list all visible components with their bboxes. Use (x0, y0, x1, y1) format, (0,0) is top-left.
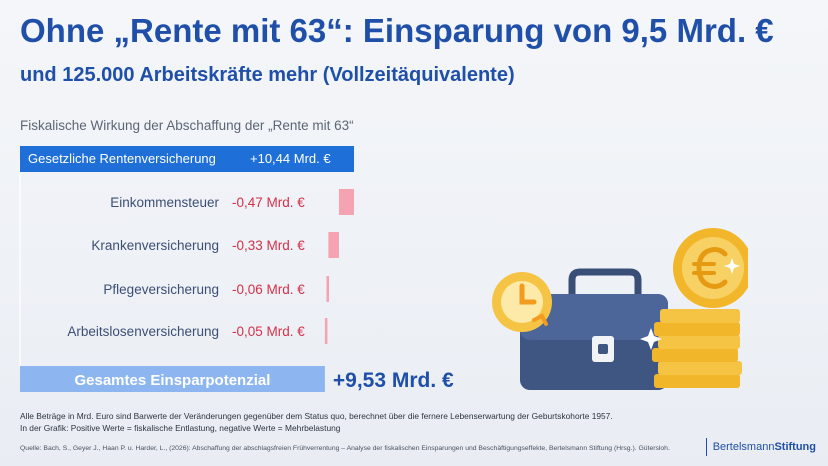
total-value-label: +9,53 Mrd. € (333, 369, 454, 392)
category-label-3: Pflegeversicherung (103, 282, 219, 297)
value-label-0: +10,44 Mrd. € (250, 151, 331, 166)
illustration (492, 228, 748, 390)
bar-1 (338, 189, 354, 215)
briefcase-icon (520, 268, 668, 390)
page-subtitle: und 125.000 Arbeitskräfte mehr (Vollzeit… (20, 64, 515, 86)
coin-stack-icon (652, 309, 742, 388)
source-note: Quelle: Bach, S., Geyer J., Haan P. u. H… (20, 445, 670, 452)
value-label-1: -0,47 Mrd. € (232, 195, 305, 210)
page-title: Ohne „Rente mit 63“: Einsparung von 9,5 … (20, 12, 774, 49)
chart-title: Fiskalische Wirkung der Abschaffung der … (20, 118, 354, 133)
bar-2 (328, 232, 339, 258)
footnote-line-1: Alle Beträge in Mrd. Euro sind Barwerte … (20, 411, 613, 421)
total-bar (20, 366, 325, 392)
euro-coin-icon (673, 228, 748, 308)
value-label-2: -0,33 Mrd. € (232, 238, 305, 253)
category-label-4: Arbeitslosenversicherung (67, 324, 219, 339)
brand-logo: BertelsmannStiftung (705, 438, 816, 456)
category-label-2: Krankenversicherung (91, 238, 219, 253)
bar-0 (20, 146, 354, 172)
value-label-3: -0,06 Mrd. € (232, 282, 305, 297)
bar-4 (324, 318, 328, 344)
category-label-1: Einkommensteuer (110, 195, 219, 210)
sparkle-icon (640, 258, 740, 350)
category-label-0: Gesetzliche Rentenversicherung (28, 151, 216, 166)
footnote-line-2: In der Grafik: Positive Werte = fiskalis… (20, 423, 341, 433)
total-label: Gesamtes Einsparpotenzial (74, 372, 270, 389)
waterfall-chart: Gesetzliche Rentenversicherung +10,44 Mrd… (19, 146, 454, 392)
clock-icon (492, 272, 552, 332)
value-label-4: -0,05 Mrd. € (232, 324, 305, 339)
bar-3 (326, 276, 329, 302)
